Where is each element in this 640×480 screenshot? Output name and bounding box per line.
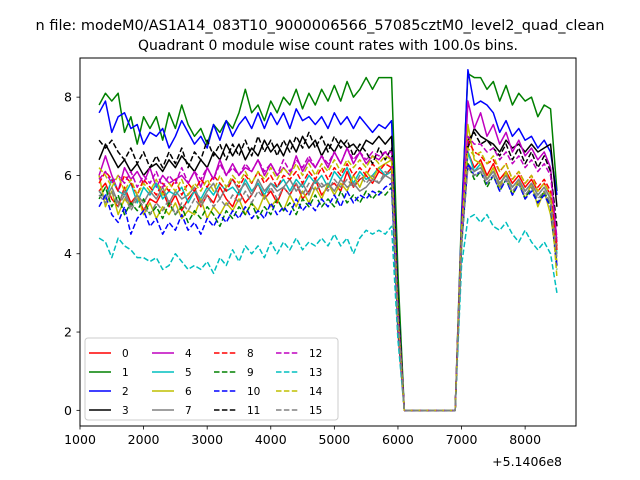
- y-tick-label: 0: [64, 403, 72, 418]
- legend-label-11: 11: [247, 405, 260, 417]
- legend-label-15: 15: [309, 405, 322, 417]
- x-tick-label: 7000: [446, 432, 478, 447]
- legend-box: [84, 337, 339, 421]
- y-tick-label: 6: [64, 168, 72, 183]
- series-line-11: [98, 131, 558, 412]
- y-axis-ticks: 0 2 4 6 8: [64, 90, 80, 418]
- legend-label-10: 10: [247, 386, 260, 398]
- series-line-14: [98, 147, 558, 412]
- legend-label-6: 6: [185, 386, 192, 398]
- x-tick-label: 6000: [382, 432, 414, 447]
- figure-suptitle: n file: modeM0/AS1A14_083T10_9000006566_…: [36, 18, 605, 34]
- legend-label-9: 9: [247, 367, 254, 379]
- legend-label-12: 12: [309, 348, 322, 360]
- series-line-3: [98, 127, 558, 412]
- legend-label-2: 2: [122, 386, 129, 398]
- y-tick-label: 2: [64, 325, 72, 340]
- x-axis-ticks: 1000 2000 3000 4000 5000 6000 7000 8000: [64, 426, 541, 447]
- y-tick-label: 8: [64, 90, 72, 105]
- series-line-9: [98, 162, 558, 412]
- legend-label-7: 7: [185, 405, 192, 417]
- legend-label-14: 14: [309, 386, 323, 398]
- series-line-15: [98, 166, 558, 412]
- legend-label-5: 5: [185, 367, 192, 379]
- series-line-1: [98, 72, 558, 412]
- x-tick-label: 2000: [128, 432, 160, 447]
- chart-title: Quadrant 0 module wise count rates with …: [138, 38, 518, 54]
- series-layer: [98, 68, 558, 412]
- axes-frame: [79, 57, 577, 427]
- legend-label-0: 0: [122, 348, 129, 360]
- x-offset-text: +5.1406e8: [492, 454, 562, 469]
- y-tick-label: 4: [64, 246, 72, 261]
- x-tick-label: 1000: [64, 432, 96, 447]
- series-line-12: [98, 135, 558, 412]
- x-tick-label: 3000: [191, 432, 223, 447]
- legend-label-1: 1: [122, 367, 129, 379]
- x-tick-label: 4000: [255, 432, 287, 447]
- series-line-13: [98, 213, 558, 412]
- series-line-2: [98, 68, 558, 412]
- legend-label-3: 3: [122, 405, 129, 417]
- series-line-8: [98, 139, 558, 412]
- x-tick-label: 8000: [509, 432, 541, 447]
- legend-label-8: 8: [247, 348, 254, 360]
- x-tick-label: 5000: [318, 432, 350, 447]
- legend-label-4: 4: [185, 348, 192, 360]
- legend-label-13: 13: [309, 367, 322, 379]
